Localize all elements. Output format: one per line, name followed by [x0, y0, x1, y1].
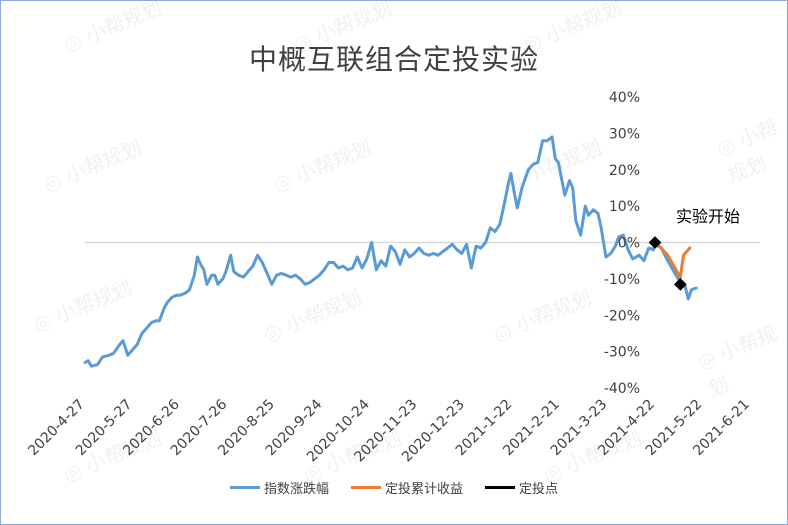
y-tick-label: -30%: [604, 345, 640, 361]
y-tick-label: 10%: [609, 199, 640, 215]
legend-swatch-cumulative: [350, 486, 381, 489]
legend-label-index: 指数涨跌幅: [263, 482, 329, 497]
index-change-line: [83, 135, 698, 368]
cumulative-return-line: [653, 241, 692, 279]
legend-item-index: 指数涨跌幅: [229, 478, 329, 497]
y-tick-label: -10%: [604, 272, 640, 288]
y-tick-label: 0%: [618, 236, 640, 252]
chart-legend: 指数涨跌幅 定投累计收益 定投点: [0, 478, 788, 497]
legend-label-points: 定投点: [519, 482, 559, 497]
legend-swatch-index: [229, 486, 260, 489]
y-tick-label: 40%: [609, 90, 640, 106]
y-tick-label: -40%: [604, 381, 640, 397]
legend-item-cumulative: 定投累计收益: [350, 478, 463, 497]
experiment-start-annotation: 实验开始: [676, 207, 741, 226]
chart-title: 中概互联组合定投实验: [248, 43, 539, 76]
legend-label-cumulative: 定投累计收益: [384, 482, 463, 497]
legend-item-points: 定投点: [485, 478, 558, 497]
legend-swatch-points: [485, 486, 515, 489]
y-tick-label: -20%: [604, 308, 640, 324]
y-tick-label: 20%: [609, 163, 640, 179]
y-tick-label: 30%: [609, 126, 640, 142]
